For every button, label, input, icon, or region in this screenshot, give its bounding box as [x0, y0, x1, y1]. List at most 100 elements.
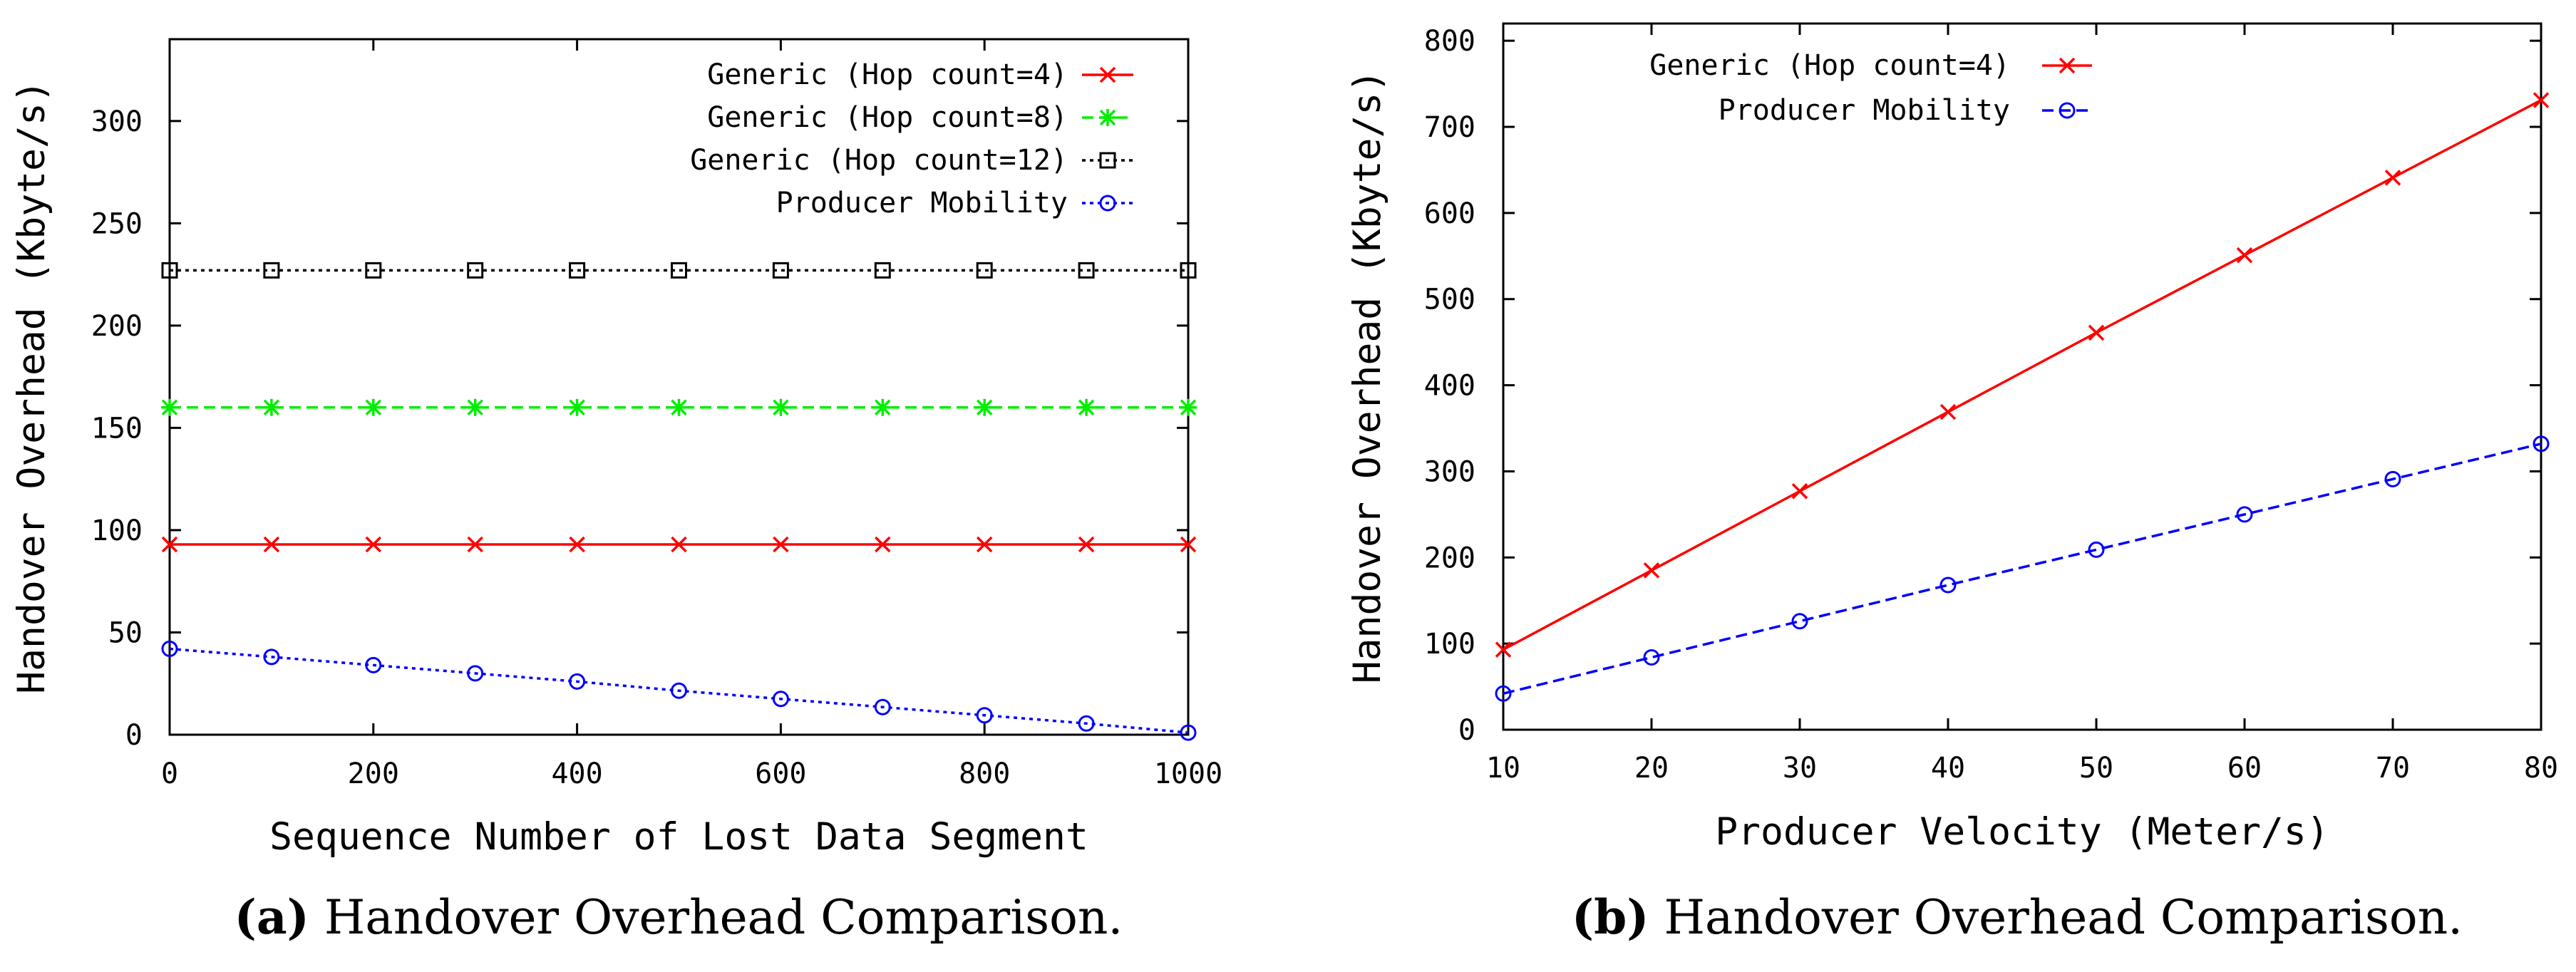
- y-tick-label: 100: [91, 515, 143, 547]
- data-point: [1939, 403, 1957, 420]
- data-point: [1643, 648, 1660, 666]
- data-point: [161, 640, 178, 657]
- legend-label: Generic (Hop count=4): [707, 58, 1068, 91]
- legend-label: Producer Mobility: [1719, 94, 2010, 127]
- x-tick-label: 0: [161, 758, 178, 790]
- data-point: [772, 691, 789, 708]
- data-point: [2236, 506, 2253, 523]
- caption-tag: (a): [235, 889, 309, 945]
- data-point: [263, 536, 280, 553]
- data-point: [2533, 92, 2550, 108]
- data-point: [364, 398, 382, 416]
- x-tick-label: 50: [2079, 752, 2113, 785]
- data-point: [1078, 536, 1095, 553]
- data-point: [1791, 482, 1808, 500]
- y-tick-label: 300: [1424, 455, 1475, 488]
- series-3: [161, 640, 1197, 741]
- y-tick-label: 250: [91, 207, 143, 240]
- x-tick-label: 1000: [1154, 758, 1222, 790]
- x-tick-label: 30: [1783, 752, 1817, 785]
- data-point: [1180, 724, 1197, 741]
- caption-text: Handover Overhead Comparison.: [1664, 890, 2463, 945]
- series-0: [1495, 92, 2550, 658]
- data-point: [976, 707, 993, 724]
- x-axis-title: Sequence Number of Lost Data Segment: [269, 815, 1088, 859]
- data-point: [467, 665, 484, 682]
- data-point: [2088, 324, 2105, 341]
- data-point: [365, 536, 382, 553]
- series-0: [161, 536, 1197, 553]
- series-line: [169, 647, 1189, 734]
- legend-swatch-marker: [1099, 152, 1116, 169]
- data-point: [466, 398, 484, 416]
- data-point: [161, 262, 178, 279]
- data-point: [1643, 562, 1660, 579]
- data-point: [1078, 262, 1095, 279]
- data-point: [1078, 398, 1096, 416]
- y-axis-title: Handover Overhead (Kbyte/s): [1346, 70, 1389, 684]
- x-tick-label: 600: [755, 758, 806, 790]
- legend-swatch-marker: [1099, 195, 1116, 212]
- data-point: [1180, 262, 1197, 279]
- y-axis-title: Handover Overhead (Kbyte/s): [10, 80, 53, 694]
- y-tick-label: 100: [1424, 628, 1475, 661]
- y-tick-label: 0: [125, 719, 143, 752]
- x-tick-label: 10: [1486, 752, 1520, 785]
- x-tick-label: 60: [2227, 752, 2262, 785]
- data-point: [772, 262, 789, 279]
- data-point: [671, 262, 687, 279]
- data-point: [467, 262, 484, 279]
- data-point: [1078, 715, 1095, 732]
- data-point: [161, 536, 178, 553]
- series-1: [161, 398, 1197, 416]
- series-2: [161, 262, 1197, 279]
- data-point: [1939, 577, 1957, 594]
- data-point: [2088, 541, 2105, 558]
- data-point: [976, 398, 994, 416]
- y-tick-label: 500: [1424, 284, 1475, 316]
- caption-text: Handover Overhead Comparison.: [324, 890, 1123, 945]
- data-point: [875, 536, 891, 553]
- y-tick-label: 150: [91, 412, 143, 445]
- data-point: [263, 262, 280, 279]
- data-point: [1180, 536, 1197, 553]
- series-1: [1495, 435, 2550, 702]
- x-tick-label: 80: [2524, 752, 2558, 785]
- data-point: [161, 398, 178, 416]
- data-point: [874, 398, 892, 416]
- figure-caption: (a) Handover Overhead Comparison.: [235, 889, 1123, 945]
- legend-swatch-marker: [1099, 109, 1116, 126]
- series-line: [1503, 443, 2542, 695]
- chart-a: 0 200 400 600 800 1000 0 50 100 150 200 250 300 Seque…: [10, 38, 1222, 945]
- data-point: [2533, 435, 2550, 453]
- data-point: [568, 398, 586, 416]
- x-tick-label: 40: [1931, 752, 1965, 785]
- data-point: [670, 398, 688, 416]
- figure-caption: (b) Handover Overhead Comparison.: [1572, 889, 2463, 945]
- series-line: [1503, 99, 2542, 651]
- data-point: [2384, 170, 2401, 186]
- data-point: [976, 536, 993, 553]
- data-point: [2384, 470, 2401, 487]
- data-point: [569, 536, 585, 553]
- legend-label: Generic (Hop count=4): [1649, 49, 2010, 82]
- data-point: [976, 262, 993, 279]
- data-point: [1495, 641, 1512, 658]
- plot-frame: [168, 38, 1190, 736]
- data-point: [1791, 613, 1808, 630]
- x-tick-label: 200: [348, 758, 399, 790]
- caption-space: [309, 890, 324, 945]
- data-point: [467, 536, 483, 553]
- legend-swatch-marker: [2059, 102, 2076, 119]
- data-point: [569, 262, 586, 279]
- data-point: [1495, 685, 1512, 702]
- data-point: [671, 536, 687, 553]
- data-point: [1180, 398, 1197, 416]
- y-tick-label: 400: [1424, 370, 1475, 403]
- x-tick-label: 800: [959, 758, 1010, 790]
- x-tick-label: 400: [551, 758, 602, 790]
- y-tick-label: 800: [1424, 25, 1475, 58]
- y-tick-label: 700: [1424, 111, 1475, 144]
- y-tick-label: 50: [108, 616, 143, 649]
- data-point: [365, 262, 382, 279]
